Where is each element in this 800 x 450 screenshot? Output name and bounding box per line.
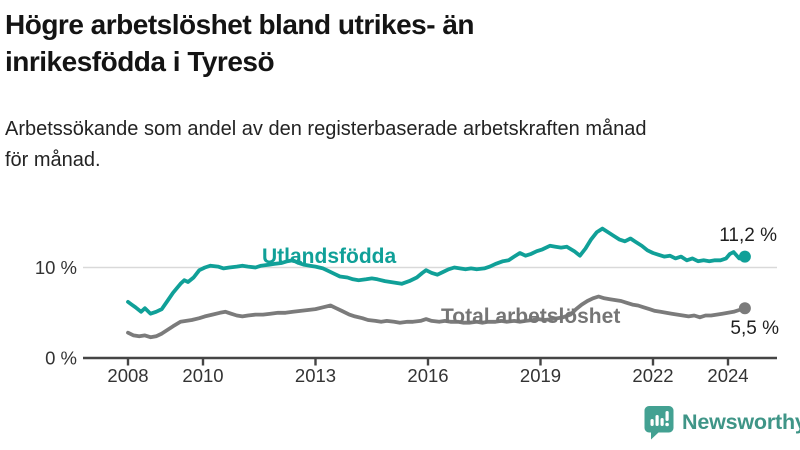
title-line-2: inrikesfödda i Tyresö bbox=[5, 46, 275, 77]
series-line-utlandsfodda bbox=[126, 226, 747, 316]
y-tick-label: 0 % bbox=[45, 348, 77, 369]
x-tick-label: 2022 bbox=[632, 365, 673, 386]
x-tick-label: 2008 bbox=[107, 365, 148, 386]
series-end-dot-utlandsfodda bbox=[738, 250, 751, 263]
end-value-label-total: 5,5 % bbox=[730, 318, 779, 339]
x-tick-label: 2024 bbox=[707, 365, 748, 386]
page-title: Högre arbetslöshet bland utrikes- än inr… bbox=[5, 6, 475, 80]
newsworthy-wordmark: Newsworthy bbox=[682, 410, 800, 434]
series-end-dot-total bbox=[738, 302, 751, 315]
x-tick-label: 2019 bbox=[520, 365, 561, 386]
x-tick-label: 2016 bbox=[407, 365, 448, 386]
series-line-total bbox=[126, 294, 747, 340]
x-tick-label: 2013 bbox=[295, 365, 336, 386]
subtitle-line-2: för månad. bbox=[5, 149, 101, 171]
chart-subtitle: Arbetssökande som andel av den registerb… bbox=[5, 114, 647, 176]
title-line-1: Högre arbetslöshet bland utrikes- än bbox=[5, 9, 475, 40]
series-label-utlandsfodda: Utlandsfödda bbox=[262, 245, 396, 268]
y-tick-label: 10 % bbox=[35, 257, 77, 278]
subtitle-line-1: Arbetssökande som andel av den registerb… bbox=[5, 118, 647, 140]
end-value-label-utlandsfodda: 11,2 % bbox=[719, 225, 777, 246]
bar-chart-speech-bubble-icon bbox=[644, 406, 674, 440]
newsworthy-logo[interactable]: Newsworthy bbox=[644, 405, 800, 440]
x-tick-label: 2010 bbox=[182, 365, 223, 386]
line-chart: 2008 2010 2013 2016 2019 2022 2024 0 % 10 % Utlan… bbox=[35, 225, 779, 386]
series-label-total: Total arbetslöshet bbox=[441, 305, 620, 328]
